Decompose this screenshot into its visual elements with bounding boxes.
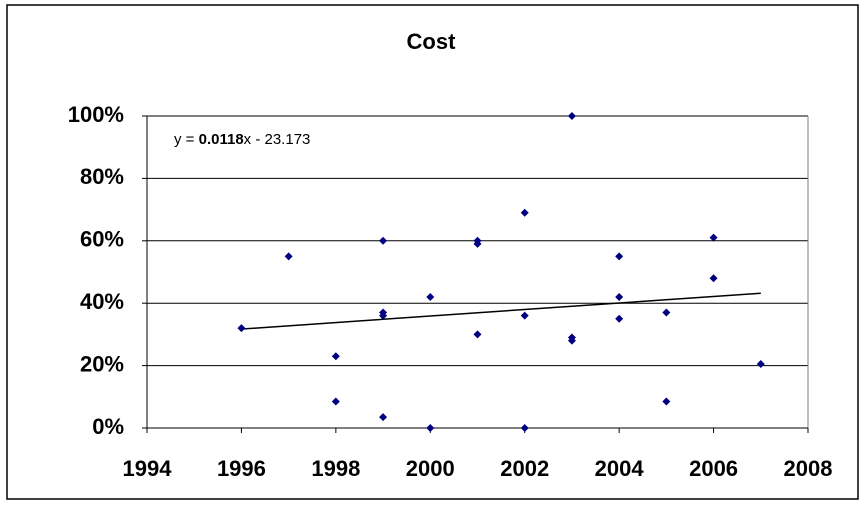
point — [615, 292, 624, 301]
point — [473, 330, 482, 339]
point — [379, 413, 388, 422]
point — [520, 424, 529, 432]
trendline-equation: y = 0.0118x - 23.173 — [174, 131, 310, 148]
x-tick-label: 1998 — [311, 456, 360, 481]
trendline — [241, 292, 761, 330]
y-tick-label: 0% — [92, 414, 124, 439]
equation-coefficient: 0.0118 — [199, 131, 244, 148]
point — [520, 311, 529, 320]
x-tick-label: 2004 — [595, 456, 645, 481]
equation-part: y = — [174, 131, 199, 148]
chart-border — [6, 4, 859, 500]
x-tick-label: 1996 — [217, 456, 266, 481]
point — [709, 274, 718, 283]
y-tick-label: 80% — [80, 164, 124, 189]
equation-part: x - 23.173 — [244, 131, 311, 148]
chart-title: Cost — [407, 29, 457, 54]
y-tick-label: 20% — [80, 351, 124, 376]
point — [237, 324, 246, 333]
point — [331, 352, 340, 361]
y-tick-label: 100% — [68, 102, 124, 127]
point — [756, 360, 765, 369]
point — [331, 397, 340, 406]
point — [426, 424, 435, 432]
point — [284, 252, 293, 261]
y-tick-label: 60% — [80, 227, 124, 252]
x-tick-label: 2000 — [406, 456, 455, 481]
point — [379, 311, 388, 320]
x-tick-label: 1994 — [123, 456, 173, 481]
x-tick-label: 2006 — [689, 456, 738, 481]
point — [662, 308, 671, 317]
x-tick-label: 2008 — [784, 456, 833, 481]
point — [379, 236, 388, 245]
point — [662, 397, 671, 406]
point — [473, 239, 482, 248]
point — [426, 292, 435, 301]
point — [520, 208, 529, 217]
point — [567, 336, 576, 345]
point — [567, 112, 576, 120]
y-tick-label: 40% — [80, 289, 124, 314]
x-tick-label: 2002 — [500, 456, 549, 481]
point — [709, 233, 718, 242]
point — [615, 314, 624, 323]
point — [615, 252, 624, 261]
